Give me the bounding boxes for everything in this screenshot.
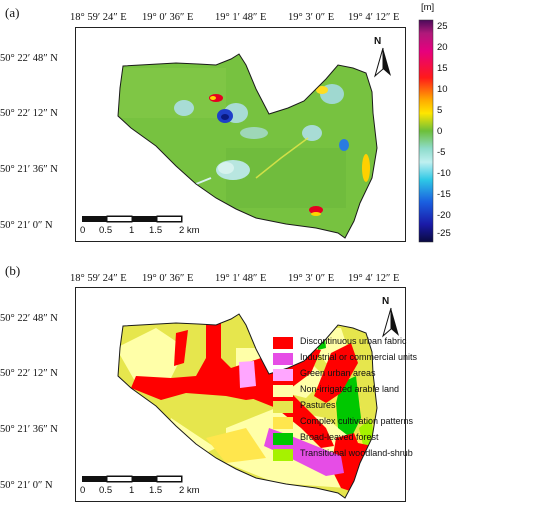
scale-label: 1 <box>129 225 135 236</box>
dem-difference-map-frame: N 0 0.5 1 1.5 2 km <box>75 27 406 242</box>
legend-swatch <box>273 401 293 413</box>
top-coord: 19° 4′ 12″ E <box>348 12 400 23</box>
legend-swatch <box>273 385 293 397</box>
colorbar-tick: -20 <box>437 210 451 221</box>
colorbar-tick: -5 <box>437 147 446 158</box>
colorbar-tick: 20 <box>437 42 448 53</box>
legend-label: Pastures <box>300 400 336 410</box>
north-label: N <box>382 296 390 307</box>
scale-label: 1 <box>129 485 135 496</box>
colorbar-tick: 0 <box>437 126 443 137</box>
left-coord: 50° 22′ 48″ N <box>0 53 58 64</box>
scale-label: 0 <box>80 225 86 236</box>
top-coord: 19° 4′ 12″ E <box>348 273 400 284</box>
colorbar-tick: -25 <box>437 228 451 239</box>
scale-label: 0 <box>80 485 86 496</box>
top-coord: 19° 3′ 0″ E <box>288 273 335 284</box>
legend-label: Discontinuous urban fabric <box>300 336 407 346</box>
top-coord: 19° 0′ 36″ E <box>142 12 194 23</box>
legend-swatch <box>273 449 293 461</box>
scale-label: 2 km <box>179 485 200 496</box>
colorbar-tick: 10 <box>437 84 448 95</box>
scale-bar <box>82 215 183 223</box>
legend-swatch <box>273 433 293 445</box>
scale-label: 0.5 <box>99 485 113 496</box>
left-coord: 50° 21′ 0″ N <box>0 480 53 491</box>
colorbar-tick: -15 <box>437 189 451 200</box>
left-coord: 50° 22′ 12″ N <box>0 368 58 379</box>
legend-label: Non-irrigated arable land <box>300 384 400 394</box>
top-coord: 19° 3′ 0″ E <box>288 12 335 23</box>
legend-label: Complex cultivation patterns <box>300 416 414 426</box>
left-coord: 50° 21′ 36″ N <box>0 424 58 435</box>
legend-label: Transitional woodland-shrub <box>300 448 413 458</box>
scale-label: 2 km <box>179 225 200 236</box>
top-coord: 18° 59′ 24″ E <box>70 12 127 23</box>
scale-label: 0.5 <box>99 225 113 236</box>
scale-label: 1.5 <box>149 225 163 236</box>
colorbar-tick: 5 <box>437 105 443 116</box>
left-coord: 50° 21′ 0″ N <box>0 220 53 231</box>
scale-label: 1.5 <box>149 485 163 496</box>
colorbar-tick: 15 <box>437 63 448 74</box>
legend-swatch <box>273 369 293 381</box>
legend-swatch <box>273 417 293 429</box>
left-coord: 50° 22′ 48″ N <box>0 313 58 324</box>
colorbar-tick: -10 <box>437 168 451 179</box>
colorbar-unit: [m] <box>421 2 435 13</box>
left-coord: 50° 21′ 36″ N <box>0 164 58 175</box>
north-arrow-icon <box>382 307 399 338</box>
top-coord: 18° 59′ 24″ E <box>70 273 127 284</box>
dem-difference-map <box>117 53 378 239</box>
land-cover-legend: Discontinuous urban fabric Industrial or… <box>273 335 417 465</box>
legend-swatch <box>273 337 293 349</box>
colorbar <box>418 19 434 243</box>
top-coord: 19° 1′ 48″ E <box>215 273 267 284</box>
top-coord: 19° 1′ 48″ E <box>215 12 267 23</box>
scale-bar <box>82 475 183 483</box>
panel-b-label: (b) <box>5 263 21 278</box>
legend-label: Industrial or commercial units <box>300 352 418 362</box>
legend-label: Broad-leaved forest <box>300 432 379 442</box>
north-arrow-icon <box>374 47 391 78</box>
land-cover-map-frame: N 0 0.5 1 1.5 2 km Discontinuous urban f… <box>75 287 417 502</box>
colorbar-tick: 25 <box>437 21 448 32</box>
top-coord: 19° 0′ 36″ E <box>142 273 194 284</box>
north-label: N <box>374 36 382 47</box>
legend-label: Green urban areas <box>300 368 376 378</box>
legend-swatch <box>273 353 293 365</box>
panel-a-label: (a) <box>5 5 20 20</box>
left-coord: 50° 22′ 12″ N <box>0 108 58 119</box>
